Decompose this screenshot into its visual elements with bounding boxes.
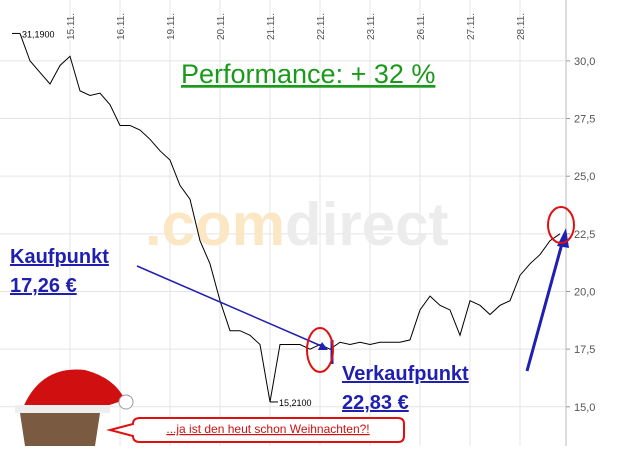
sell-circle	[547, 206, 575, 244]
buy-label: Kaufpunkt	[10, 246, 109, 268]
x-tick-label: 21.11.	[266, 13, 277, 40]
x-tick-label: 23.11.	[366, 13, 377, 40]
buy-arrow	[136, 265, 327, 349]
plot: 31,1900 15,2100	[12, 29, 561, 408]
x-tick-label: 27.11.	[466, 13, 477, 40]
santa-hat	[22, 369, 125, 410]
y-tick-label: 15,0	[574, 402, 595, 414]
buy-price: 17,26 €	[10, 275, 77, 297]
x-tick-label: 28.11.	[516, 13, 527, 40]
hat-brim	[15, 405, 110, 413]
speech-text: ...ja ist den heut schon Weihnachten?!	[166, 422, 369, 436]
face	[20, 413, 100, 446]
watermark-direct: direct	[285, 191, 448, 258]
y-tick-label: 30,0	[574, 56, 595, 68]
buy-circle	[306, 327, 334, 373]
sell-price: 22,83 €	[342, 392, 409, 414]
annotation-shapes	[15, 206, 575, 446]
high-label: 31,1900	[22, 29, 55, 39]
low-label: 15,2100	[279, 398, 312, 408]
sell-arrow	[525, 239, 565, 372]
price-line	[19, 33, 561, 403]
x-tick-label: 20.11.	[216, 13, 227, 40]
watermark: .comdirect	[145, 191, 448, 258]
x-tick-label: 22.11.	[316, 13, 327, 40]
sell-label: Verkaufpunkt	[342, 363, 469, 385]
y-tick-label: 17,5	[574, 344, 595, 356]
x-tick-label: 26.11.	[416, 13, 427, 40]
x-tick-label: 16.11.	[116, 13, 127, 40]
speech-bubble	[106, 417, 405, 443]
x-tick-label: 15.11.	[66, 13, 77, 40]
arrow-head	[318, 342, 328, 350]
y-tick-label: 20,0	[574, 286, 595, 298]
chart-title: Performance: + 32 %	[181, 59, 435, 89]
watermark-com: .com	[145, 191, 285, 258]
hat-pompom	[118, 394, 134, 410]
y-tick-label: 22,5	[574, 229, 595, 241]
x-tick-label: 19.11.	[166, 13, 177, 40]
y-tick-label: 27,5	[574, 114, 595, 126]
y-tick-label: 25,0	[574, 171, 595, 183]
